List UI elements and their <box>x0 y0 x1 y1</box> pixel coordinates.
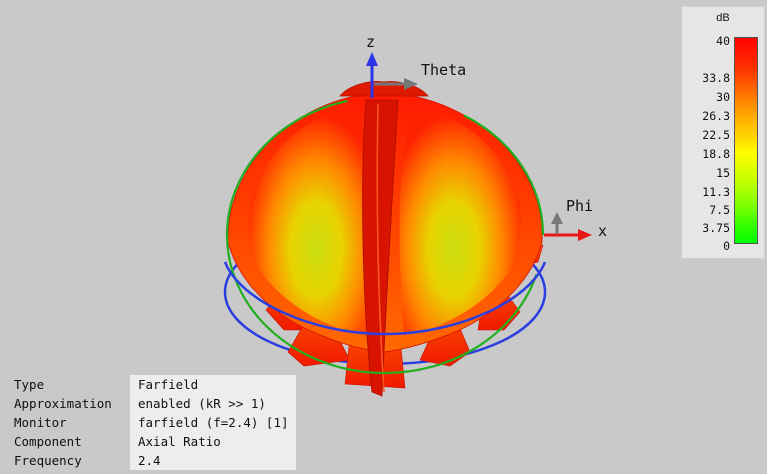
ridge-highlight <box>376 103 385 393</box>
info-key: Monitor <box>10 413 134 432</box>
z-axis-label: z <box>366 33 376 51</box>
legend-tick: 3.75 <box>702 221 730 235</box>
pattern-lobe-left <box>249 110 371 335</box>
farfield-info-table: Type Farfield Approximation enabled (kR … <box>10 375 296 470</box>
info-value: 2.4 <box>132 451 296 470</box>
legend-tick: 40 <box>716 34 730 48</box>
legend-tick: 7.5 <box>709 203 730 217</box>
info-row-approximation: Approximation enabled (kR >> 1) <box>10 394 296 413</box>
theta-axis-label: Theta <box>421 61 467 79</box>
legend-tick: 26.3 <box>702 109 730 123</box>
info-row-component: Component Axial Ratio <box>10 432 296 451</box>
info-row-type: Type Farfield <box>10 375 296 394</box>
info-row-monitor: Monitor farfield (f=2.4) [1] <box>10 413 296 432</box>
pattern-central-ridge <box>362 99 399 397</box>
phi-axis-arrow <box>551 212 563 234</box>
info-value: Axial Ratio <box>132 432 296 451</box>
legend-unit: dB <box>716 12 730 24</box>
x-axis-label: x <box>598 222 608 240</box>
info-value: Farfield <box>132 375 296 394</box>
legend-tick: 0 <box>723 239 730 253</box>
legend-tick: 33.8 <box>702 71 730 85</box>
phi-axis-label: Phi <box>566 197 594 215</box>
legend-tick: 22.5 <box>702 128 730 142</box>
info-row-frequency: Frequency 2.4 <box>10 451 296 470</box>
phi-ring-blue-front <box>223 261 547 336</box>
info-key: Frequency <box>10 451 134 470</box>
color-scale-legend: dB 40 33.8 30 26.3 22.5 18.8 15 11.3 7.5… <box>681 6 765 259</box>
x-axis-arrow <box>544 229 592 241</box>
legend-tick: 11.3 <box>702 185 730 199</box>
z-axis-arrow <box>366 52 378 98</box>
theta-ring-green <box>225 95 545 375</box>
legend-tick: 30 <box>716 90 730 104</box>
pattern-lobe-right <box>399 110 521 335</box>
info-key: Type <box>10 375 134 394</box>
theta-axis-arrow <box>374 78 418 90</box>
info-key: Approximation <box>10 394 134 413</box>
info-value: enabled (kR >> 1) <box>132 394 296 413</box>
legend-color-bar <box>734 37 758 244</box>
info-value: farfield (f=2.4) [1] <box>132 413 296 432</box>
info-key: Component <box>10 432 134 451</box>
legend-tick: 15 <box>716 166 730 180</box>
legend-tick: 18.8 <box>702 147 730 161</box>
